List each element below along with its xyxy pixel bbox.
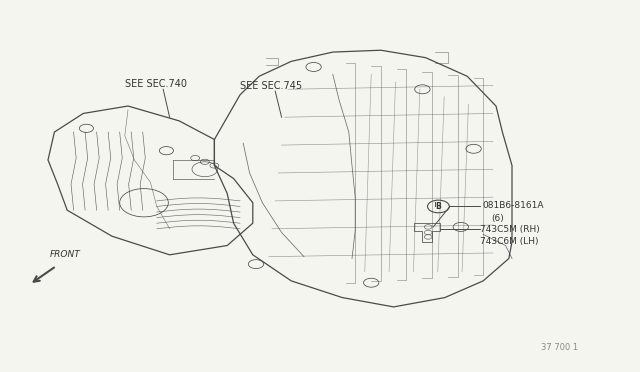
Text: FRONT: FRONT (50, 250, 81, 259)
Text: (6): (6) (492, 214, 504, 223)
Text: 743C5M (RH): 743C5M (RH) (480, 225, 540, 234)
Text: SEE SEC.745: SEE SEC.745 (240, 81, 302, 91)
Text: 743C6M (LH): 743C6M (LH) (480, 237, 538, 246)
Text: SEE SEC.740: SEE SEC.740 (125, 79, 187, 89)
Text: 081B6-8161A: 081B6-8161A (482, 201, 543, 210)
Text: B: B (436, 202, 441, 211)
Text: 37 700 1: 37 700 1 (541, 343, 579, 352)
